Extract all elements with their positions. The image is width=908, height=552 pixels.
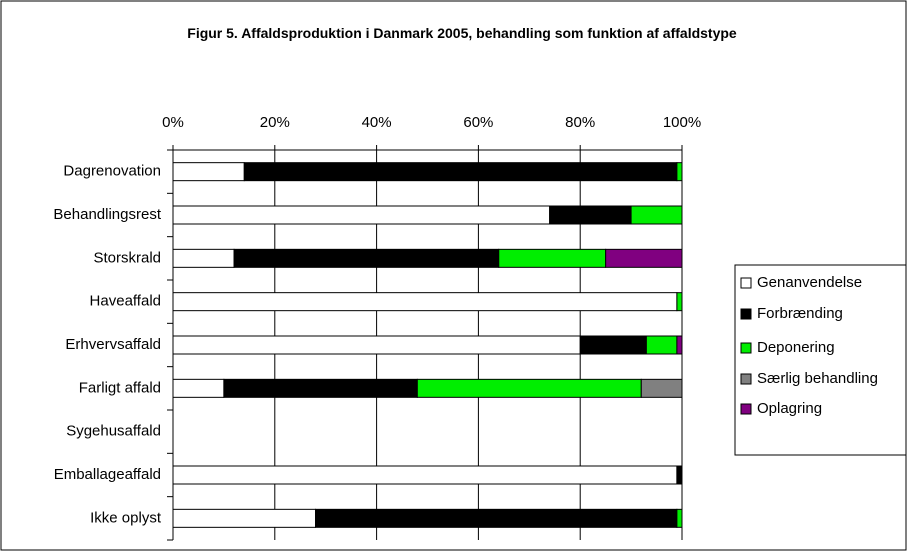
- legend-label: Særlig behandling: [757, 370, 878, 387]
- bar-segment: [172, 378, 225, 398]
- chart-title: Figur 5. Affaldsproduktion i Danmark 200…: [187, 25, 737, 41]
- bar-segment: [315, 508, 678, 528]
- bar-segment: [223, 378, 418, 398]
- legend-swatch: [740, 308, 752, 320]
- bar-segment: [579, 335, 647, 355]
- legend-box: [734, 264, 907, 456]
- y-tick-label: Haveaffald: [90, 293, 161, 310]
- bar-segment: [172, 205, 551, 225]
- x-tick-label: 20%: [260, 114, 290, 131]
- y-tick-label: Behandlingsrest: [53, 206, 161, 223]
- bar-segment: [172, 465, 678, 485]
- legend-label: Deponering: [757, 339, 835, 356]
- x-tick-label: 80%: [565, 114, 595, 131]
- bar-segment: [676, 292, 683, 312]
- x-tick-label: 0%: [162, 114, 184, 131]
- y-tick-label: Sygehusaffald: [66, 423, 161, 440]
- x-tick-label: 40%: [362, 114, 392, 131]
- bar-segment: [676, 162, 683, 182]
- legend-swatch: [740, 277, 752, 289]
- legend-swatch: [740, 373, 752, 385]
- y-tick-label: Storskrald: [93, 249, 161, 266]
- legend-label: Oplagring: [757, 400, 822, 417]
- y-tick-label: Erhvervsaffald: [65, 336, 161, 353]
- bar-segment: [243, 162, 678, 182]
- legend-label: Forbrænding: [757, 305, 843, 322]
- bar-segment: [233, 248, 500, 268]
- bar-segment: [645, 335, 678, 355]
- bar-segment: [640, 378, 683, 398]
- bar-segment: [605, 248, 683, 268]
- legend-label: Genanvendelse: [757, 274, 862, 291]
- legend-swatch: [740, 403, 752, 415]
- y-tick-label: Farligt affald: [79, 379, 161, 396]
- bar-segment: [676, 335, 683, 355]
- bar-segment: [676, 465, 683, 485]
- bar-segment: [676, 508, 683, 528]
- y-tick-label: Ikke oplyst: [90, 509, 162, 526]
- bar-segment: [498, 248, 607, 268]
- bar-segment: [549, 205, 632, 225]
- bar-segment: [630, 205, 683, 225]
- y-tick-label: Emballageaffald: [54, 466, 161, 483]
- legend-swatch: [740, 342, 752, 354]
- x-tick-label: 100%: [663, 114, 701, 131]
- x-tick-label: 60%: [463, 114, 493, 131]
- bar-segment: [416, 378, 642, 398]
- bar-segment: [172, 248, 235, 268]
- bar-segment: [172, 292, 678, 312]
- bar-segment: [172, 508, 317, 528]
- bar-segment: [172, 335, 581, 355]
- bar-segment: [172, 162, 245, 182]
- y-tick-label: Dagrenovation: [63, 163, 161, 180]
